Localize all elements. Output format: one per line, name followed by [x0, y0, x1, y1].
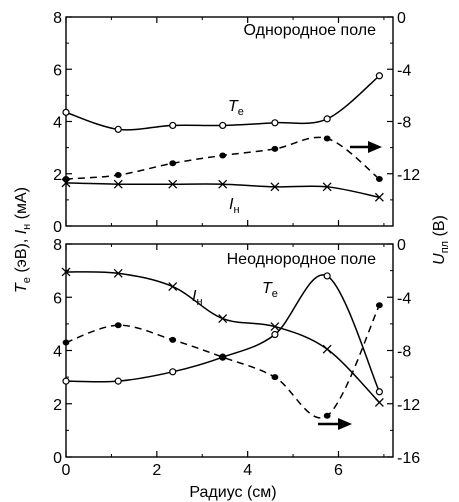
y-right-tick-label: -12	[397, 397, 420, 414]
x-tick-label: 6	[334, 462, 343, 479]
data-point	[218, 179, 228, 189]
data-point	[62, 108, 70, 116]
series-line	[65, 274, 381, 393]
y-left-label-t-unit: (эВ),	[13, 234, 30, 277]
y-left-tick-label: 2	[53, 167, 62, 184]
data-point	[322, 182, 332, 192]
bottom-panel: 0 2 4 6 8 0 -4 -8 -12 -16 0 2 4 6 Неоднородное поле Iн T…	[53, 237, 420, 479]
y-left-tick-label: 4	[53, 115, 62, 132]
series-label: Iн	[192, 288, 203, 308]
y-right-tick-label: -8	[397, 115, 411, 132]
data-point	[219, 121, 227, 130]
y-left-tick-label: 0	[53, 219, 62, 236]
y-left-label-i: I	[13, 229, 30, 234]
data-point	[375, 302, 383, 309]
x-tick-label: 4	[243, 462, 252, 479]
series-line	[65, 75, 380, 131]
y-left-label-i-unit: (мА)	[13, 187, 30, 224]
y-left-tick-label: 4	[53, 344, 62, 361]
y-left-tick-label: 8	[53, 10, 62, 27]
right-axis-arrow-head	[338, 418, 352, 430]
y-right-tick-label: 0	[397, 10, 406, 27]
y-left-tick-label: 0	[53, 450, 62, 467]
data-point	[114, 172, 122, 179]
right-axis-arrow-head	[368, 141, 382, 153]
series-line	[65, 304, 381, 419]
data-point	[62, 175, 70, 182]
data-point	[270, 182, 280, 192]
data-point	[323, 272, 331, 280]
series-line	[65, 271, 380, 403]
data-point	[114, 125, 122, 133]
data-point	[169, 121, 177, 130]
data-point	[169, 368, 177, 376]
y-left-label-t-sub: e	[21, 277, 33, 283]
x-tick-label: 2	[152, 462, 161, 479]
series-label: Iн	[229, 196, 240, 216]
data-point	[270, 322, 280, 331]
data-point	[219, 152, 227, 159]
data-point	[219, 354, 227, 361]
y-left-tick-label: 6	[53, 62, 62, 79]
data-point	[62, 377, 70, 385]
data-point	[323, 115, 331, 123]
y-right-label-u: U	[431, 253, 448, 265]
data-point	[375, 175, 383, 182]
y-left-label-t: T	[13, 282, 30, 293]
data-point	[169, 160, 177, 167]
data-point	[375, 72, 383, 80]
y-right-label-u-unit: (В)	[431, 215, 448, 241]
panel-title: Однородное поле	[244, 22, 377, 39]
data-point	[113, 268, 123, 278]
data-point	[271, 145, 279, 152]
y-left-tick-label: 8	[53, 237, 62, 254]
y-left-label-i-sub: н	[21, 224, 33, 230]
data-point	[218, 314, 228, 324]
y-right-label-u-sub: пл	[439, 241, 451, 253]
data-point	[271, 119, 279, 127]
y-right-tick-label: -4	[397, 62, 411, 79]
data-point	[114, 377, 122, 385]
data-point	[169, 336, 177, 343]
data-point	[168, 179, 178, 189]
y-right-tick-label: -4	[397, 290, 411, 307]
y-axis-right-label: Uпл (В)	[431, 215, 451, 265]
series-label: Te	[228, 98, 244, 118]
x-axis-label: Радиус (см)	[189, 484, 276, 501]
data-point	[271, 330, 279, 339]
y-left-tick-label: 2	[53, 397, 62, 414]
data-point	[61, 267, 71, 277]
y-right-tick-label: -8	[397, 344, 411, 361]
data-point	[374, 397, 384, 407]
plot-frame	[65, 16, 394, 227]
series-label: Te	[262, 280, 278, 300]
data-point	[375, 388, 383, 396]
data-point	[322, 344, 332, 354]
y-right-tick-label: -12	[397, 167, 420, 184]
y-right-tick-label: -16	[397, 450, 420, 467]
y-left-tick-label: 6	[53, 290, 62, 307]
data-point	[62, 339, 70, 346]
data-point	[114, 322, 122, 329]
data-point	[113, 179, 123, 189]
data-point	[374, 192, 384, 202]
y-axis-left-label: Te (эВ), Iн (мА)	[13, 187, 33, 293]
top-panel: 0 2 4 6 8 0 -4 -8 -12 Однородное поле Te Iн	[53, 10, 420, 236]
x-tick-label: 0	[62, 462, 71, 479]
data-point	[323, 412, 331, 419]
data-point	[168, 282, 178, 292]
panel-title: Неоднородное поле	[227, 251, 376, 268]
y-right-tick-label: 0	[397, 237, 406, 254]
data-point	[323, 135, 331, 142]
data-point	[271, 374, 279, 381]
